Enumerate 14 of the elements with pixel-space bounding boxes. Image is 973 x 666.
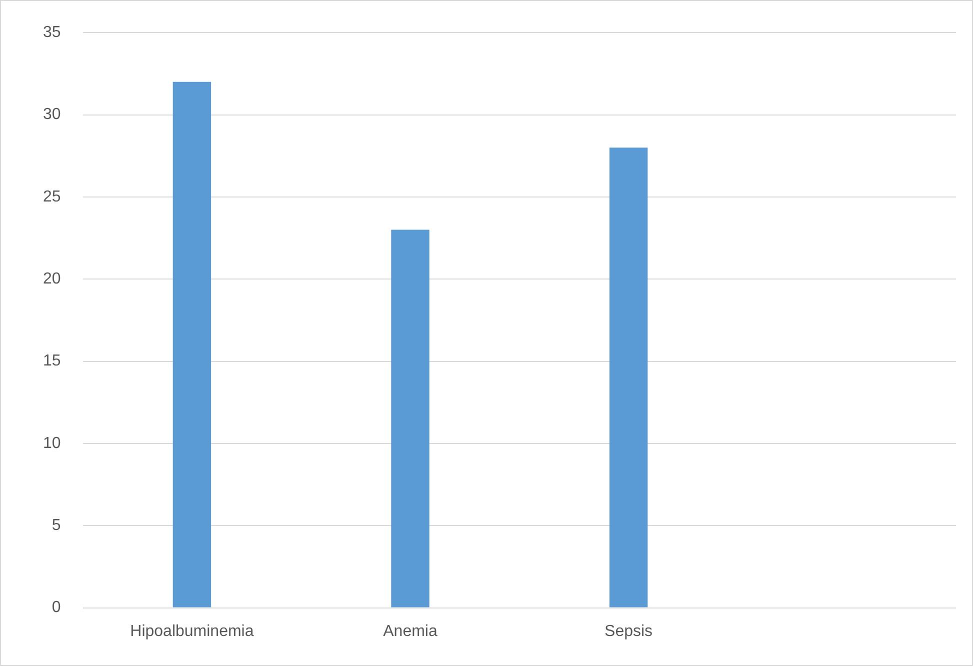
- y-tick-label: 15: [43, 352, 61, 370]
- bar: [172, 82, 212, 608]
- y-tick-label: 10: [43, 434, 61, 452]
- y-tick-label: 35: [43, 24, 61, 42]
- y-tick-label: 5: [52, 517, 61, 534]
- x-tick-label: Sepsis: [604, 622, 653, 640]
- y-tick-label: 30: [43, 106, 61, 124]
- x-tick-label: Hipoalbuminemia: [130, 622, 254, 640]
- y-tick-label: 0: [52, 599, 61, 616]
- y-tick-label: 20: [43, 270, 61, 288]
- bar: [391, 230, 430, 608]
- x-tick-label: Anemia: [383, 622, 438, 640]
- y-tick-label: 25: [43, 188, 61, 206]
- bar: [609, 148, 648, 608]
